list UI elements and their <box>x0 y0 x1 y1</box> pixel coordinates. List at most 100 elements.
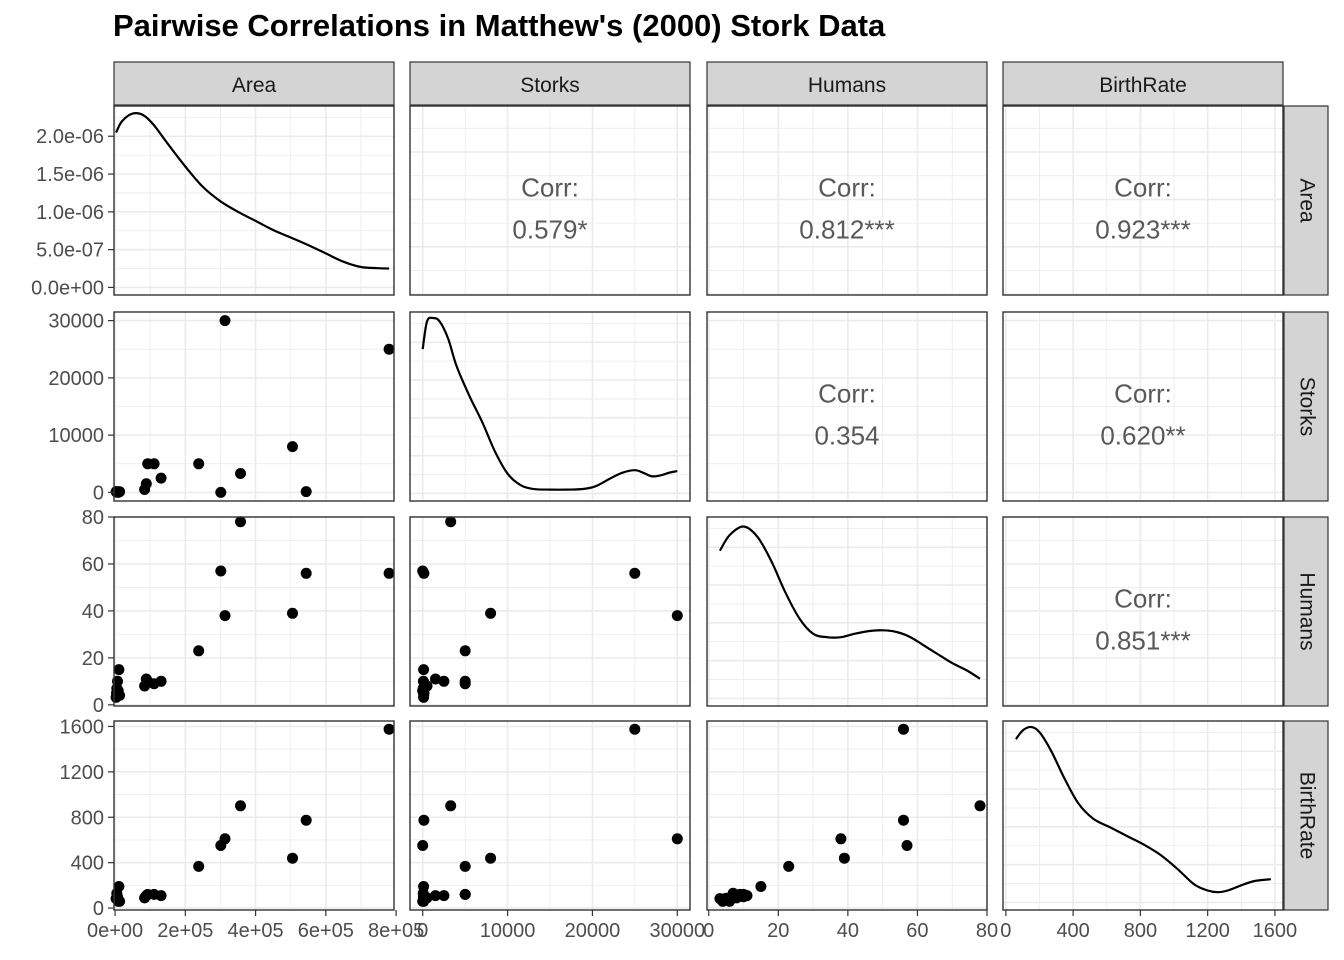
panel-area-humans: Corr: 0.812*** <box>706 105 988 296</box>
panel-birthrate-humans <box>706 720 988 911</box>
x-tick-label-area: 4e+05 <box>227 920 283 942</box>
strip-right-birthrate <box>1283 720 1329 911</box>
data-point <box>417 840 429 851</box>
data-point <box>738 890 749 902</box>
data-point <box>235 516 246 528</box>
data-point <box>898 814 909 826</box>
data-point <box>383 723 395 735</box>
data-point <box>459 645 471 657</box>
data-point <box>193 645 205 657</box>
data-point <box>755 881 767 892</box>
panel-border <box>1002 105 1284 296</box>
panel-background <box>1003 721 1283 910</box>
data-point <box>485 607 497 619</box>
data-point <box>287 852 298 864</box>
strip-top-area <box>113 61 395 106</box>
corr-value: 0.851*** <box>1095 626 1190 656</box>
panel-border <box>1002 720 1284 911</box>
data-point <box>459 888 471 900</box>
data-point <box>114 689 126 701</box>
data-point <box>898 723 909 735</box>
x-tick-label-storks: 0 <box>417 920 428 942</box>
y-tick-label-humans: 60 <box>82 554 104 576</box>
x-tick-label-birthrate: 1600 <box>1253 920 1298 942</box>
y-tick-label-humans: 20 <box>82 648 104 670</box>
strip-top-label-birthrate: BirthRate <box>1099 74 1187 97</box>
corr-label: Corr: <box>818 379 876 409</box>
panel-border <box>409 720 691 911</box>
corr-value: 0.354 <box>814 421 879 451</box>
corr-label: Corr: <box>818 173 876 203</box>
chart-title: Pairwise Correlations in Matthew's (2000… <box>113 8 886 43</box>
y-tick-label-birthrate: 0 <box>93 898 104 920</box>
strip-top-birthrate <box>1002 61 1284 106</box>
panel-border <box>113 105 395 296</box>
y-tick-label-area: 0.0e+00 <box>31 277 104 299</box>
panel-border <box>706 720 988 911</box>
panel-background <box>1003 106 1283 295</box>
data-point <box>485 852 497 864</box>
y-tick-label-storks: 0 <box>93 482 104 504</box>
data-point <box>629 723 641 735</box>
data-point <box>235 800 246 812</box>
y-tick-label-humans: 0 <box>93 695 104 717</box>
data-point <box>235 468 246 479</box>
data-point <box>901 840 913 851</box>
corr-label: Corr: <box>1114 173 1172 203</box>
density-curve-birthrate <box>1015 725 1272 894</box>
data-point <box>421 892 433 904</box>
x-tick-label-area: 2e+05 <box>157 920 213 942</box>
panel-background <box>114 721 394 910</box>
corr-value: 0.620** <box>1100 421 1185 451</box>
y-tick-label-birthrate: 1600 <box>60 716 105 738</box>
panel-border <box>409 516 691 707</box>
data-point <box>438 675 450 687</box>
panel-humans-storks <box>409 516 691 707</box>
panel-area-birthrate: Corr: 0.923*** <box>1002 105 1284 296</box>
data-point <box>445 800 457 812</box>
data-point <box>671 610 683 622</box>
strip-top-label-area: Area <box>232 74 277 97</box>
density-curve-storks <box>421 316 678 491</box>
x-tick-label-humans: 20 <box>767 920 789 942</box>
data-point <box>418 664 430 676</box>
panel-area-storks: Corr: 0.579* <box>409 105 691 296</box>
y-tick-label-area: 1.5e-06 <box>36 164 104 186</box>
panel-humans-area <box>110 516 395 707</box>
corr-label: Corr: <box>1114 379 1172 409</box>
x-tick-label-storks: 10000 <box>480 920 536 942</box>
data-point <box>300 567 312 579</box>
strip-right-label-birthrate: BirthRate <box>1295 772 1318 860</box>
panel-birthrate-storks <box>409 720 691 911</box>
panel-birthrate-birthrate <box>1002 720 1284 911</box>
density-curve-humans <box>718 525 981 680</box>
x-tick-label-storks: 30000 <box>649 920 705 942</box>
data-point <box>421 680 433 692</box>
data-point <box>114 486 126 498</box>
data-point <box>445 516 457 528</box>
strip-right-area <box>1283 105 1329 296</box>
data-point <box>838 852 850 864</box>
data-point <box>717 895 729 907</box>
panel-border <box>113 720 395 911</box>
y-tick-label-birthrate: 800 <box>71 807 104 829</box>
data-point <box>430 890 441 902</box>
panel-border <box>409 311 691 502</box>
x-tick-label-humans: 40 <box>837 920 859 942</box>
x-tick-label-storks: 20000 <box>565 920 621 942</box>
data-point <box>671 833 683 845</box>
panel-border <box>706 105 988 296</box>
data-point <box>215 565 227 577</box>
data-point <box>418 689 430 701</box>
data-point <box>300 486 312 498</box>
strip-right-label-humans: Humans <box>1295 572 1318 650</box>
strip-top-label-humans: Humans <box>808 74 886 97</box>
strip-top-storks <box>409 61 691 106</box>
density-curve-area <box>115 112 390 270</box>
x-tick-label-birthrate: 1200 <box>1185 920 1230 942</box>
panel-humans-birthrate: Corr: 0.851*** <box>1002 516 1284 707</box>
data-point <box>113 664 125 676</box>
strip-right-label-storks: Storks <box>1295 377 1318 437</box>
y-tick-label-area: 1.0e-06 <box>36 202 104 224</box>
panel-background <box>707 517 987 706</box>
